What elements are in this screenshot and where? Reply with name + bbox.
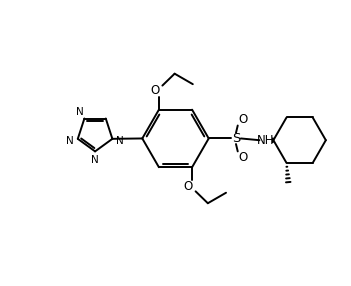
Text: S: S	[232, 132, 240, 145]
Text: N: N	[75, 107, 83, 117]
Text: N: N	[66, 136, 74, 146]
Text: N: N	[117, 136, 124, 146]
Text: O: O	[150, 84, 159, 97]
Text: N: N	[91, 155, 99, 165]
Text: NH: NH	[257, 134, 274, 147]
Text: O: O	[238, 151, 247, 164]
Text: O: O	[238, 113, 247, 126]
Text: O: O	[183, 180, 193, 193]
